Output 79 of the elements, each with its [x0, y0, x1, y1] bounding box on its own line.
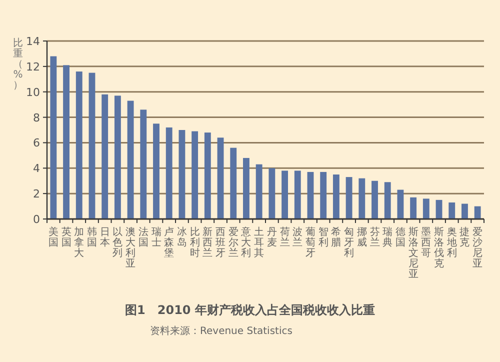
y-tick-label: 14 [26, 35, 40, 48]
bar [230, 148, 237, 219]
bar [166, 127, 172, 219]
y-tick-label: 8 [33, 111, 40, 124]
x-tick-label: 法国 [138, 226, 148, 248]
x-tick-label: 波兰 [292, 226, 303, 248]
y-tick-label: 12 [26, 60, 40, 74]
x-tick-label: 澳大利亚 [126, 226, 136, 270]
y-tick-label: 6 [33, 136, 40, 150]
bar [422, 198, 430, 219]
x-tick-label: 卢森堡 [164, 226, 174, 259]
bar [178, 130, 186, 219]
bar [127, 100, 134, 219]
bar [114, 96, 121, 219]
bar [332, 174, 340, 219]
bar [217, 138, 224, 219]
bar [268, 168, 276, 219]
bar [153, 124, 160, 219]
bar [346, 177, 352, 219]
x-tick-label: 新西兰 [202, 226, 213, 259]
y-tick-label: 2 [33, 188, 40, 201]
x-tick-label: 芬兰 [370, 226, 380, 248]
bar [76, 72, 82, 219]
bar [320, 172, 327, 219]
x-tick-label: 捷克 [460, 226, 470, 248]
bar [192, 131, 198, 219]
bar [307, 172, 314, 219]
bar [372, 180, 378, 219]
x-tick-label: 意大利 [240, 226, 252, 259]
x-tick-label: 爱沙尼亚 [472, 226, 483, 270]
x-tick-label: 韩国 [86, 226, 97, 248]
bar [474, 206, 481, 219]
bar [294, 170, 301, 219]
bar [358, 178, 366, 219]
x-tick-label: 斯洛伐克 [434, 226, 444, 270]
x-tick-label: 荷兰 [280, 226, 290, 248]
bar [50, 56, 57, 219]
text: 图1 2010 年财产税收入占全国税收收入比重 [125, 303, 375, 317]
bar [102, 94, 108, 219]
text: 资料来源：Revenue Statistics [150, 325, 292, 337]
x-tick-label: 爱尔兰 [228, 226, 238, 259]
x-tick-label: 瑞典 [382, 226, 393, 248]
bar [243, 158, 250, 219]
bar [140, 110, 147, 219]
x-tick-label: 日本 [100, 227, 110, 248]
bar [204, 132, 211, 219]
x-tick-label: 冰岛 [176, 226, 187, 248]
bar [448, 202, 456, 219]
x-tick-label: 比利时 [190, 226, 200, 259]
bar [462, 204, 468, 219]
y-axis-title: 比重（%） [13, 37, 23, 91]
x-tick-label: 匈牙利 [344, 226, 354, 259]
bar [282, 170, 288, 219]
x-tick-label: 土耳其 [254, 226, 264, 259]
y-tick-label: 0 [33, 213, 40, 226]
x-tick-label: 葡萄牙 [305, 226, 316, 259]
x-tick-label: 挪威 [356, 226, 367, 248]
bar [88, 72, 96, 219]
x-tick-label: 希腊 [331, 226, 342, 248]
bar [256, 164, 262, 219]
bar [384, 182, 391, 219]
bar [63, 65, 70, 219]
x-tick-label: 丹麦 [266, 227, 277, 248]
y-tick-label: 10 [26, 86, 40, 99]
x-tick-label: 英国 [61, 226, 72, 248]
bar [397, 190, 404, 219]
x-tick-label: 加拿大 [74, 226, 84, 259]
x-tick-label: 美国 [48, 226, 58, 248]
x-tick-label: 瑞士 [151, 226, 162, 248]
y-tick-label: 4 [33, 162, 40, 176]
x-tick-label: 奥地利 [446, 226, 457, 259]
x-tick-label: 墨西哥 [421, 227, 432, 259]
bar [410, 197, 417, 219]
x-tick-label: 以色列 [112, 226, 123, 259]
x-tick-label: 西班牙 [216, 227, 226, 259]
x-tick-label: 斯洛文尼亚 [408, 226, 418, 280]
bar [436, 200, 442, 219]
x-tick-label: 智利 [318, 226, 328, 248]
x-tick-label: 德国 [395, 227, 406, 248]
